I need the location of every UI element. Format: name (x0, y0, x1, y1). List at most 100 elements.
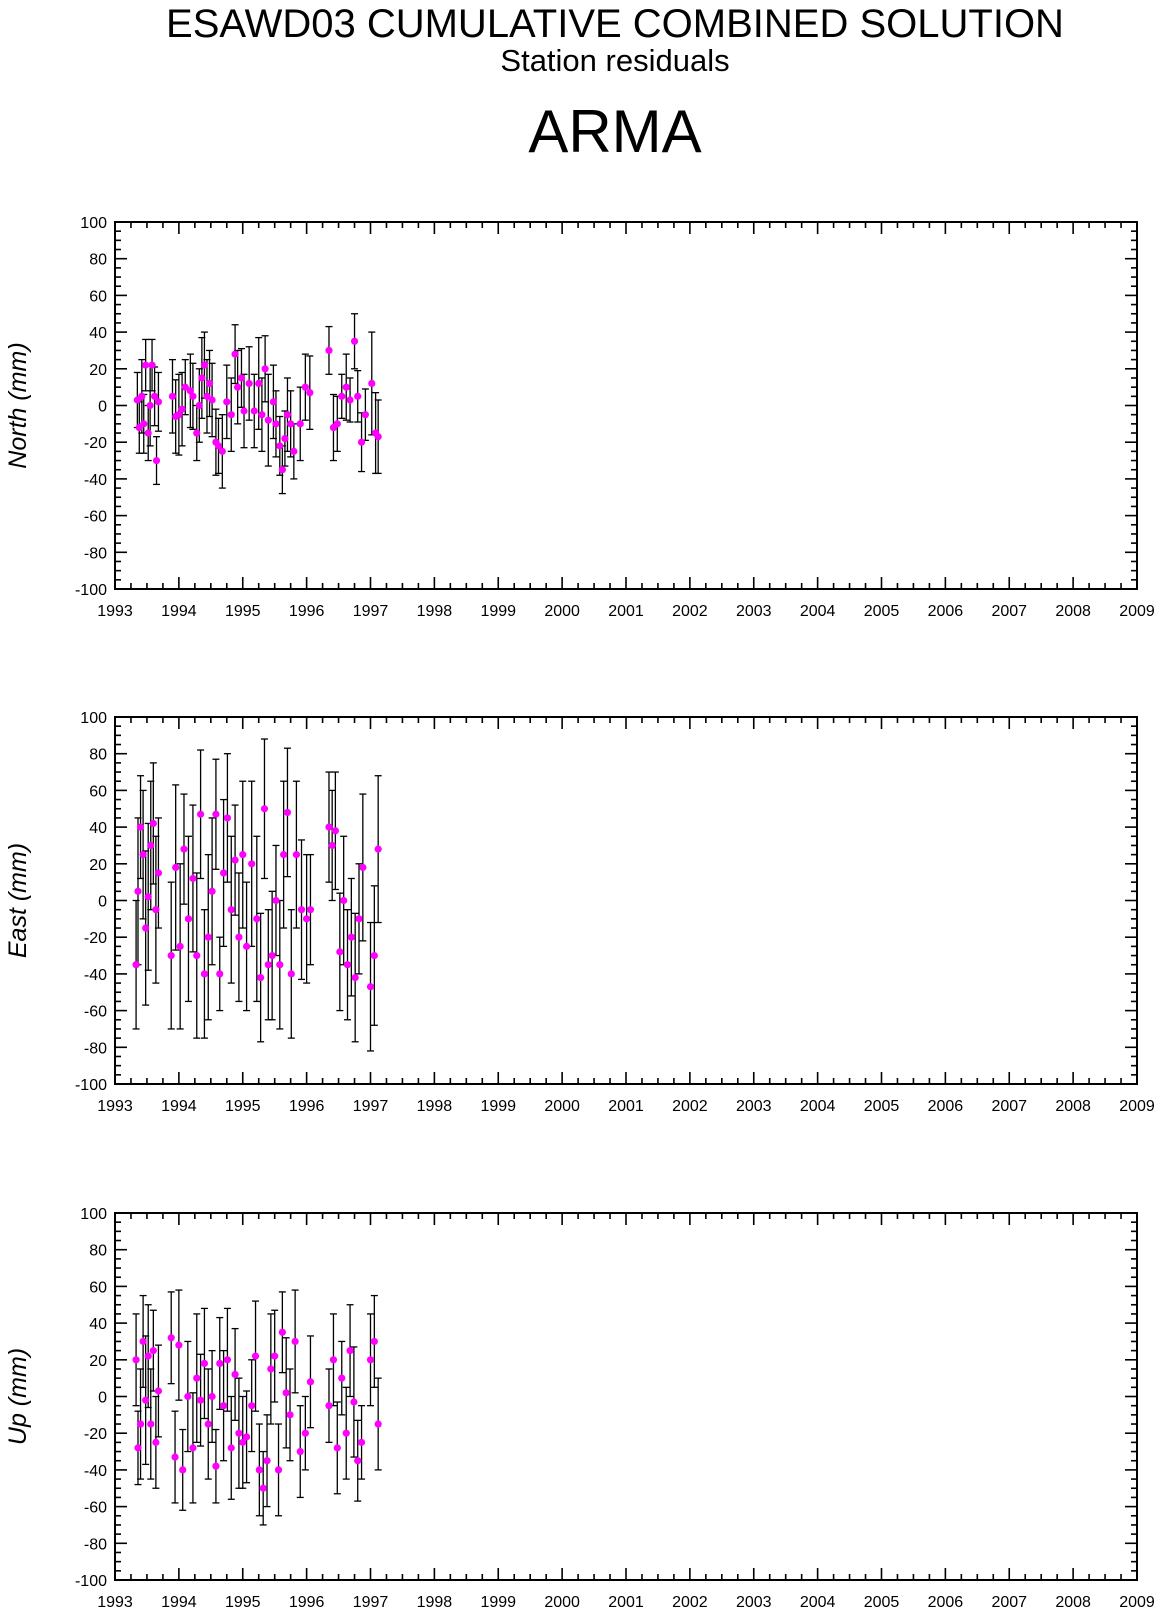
x-tick-label: 2002 (672, 1594, 708, 1611)
x-tick-label: 2005 (864, 1098, 900, 1115)
y-tick-label: 40 (89, 1316, 107, 1333)
data-point (132, 961, 140, 969)
y-tick-label: 60 (89, 783, 107, 800)
y-tick-label: 60 (89, 1279, 107, 1296)
y-tick-label: 40 (89, 820, 107, 837)
y-axis-label: North (mm) (4, 342, 32, 468)
data-point (184, 915, 193, 923)
data-point (227, 1444, 235, 1452)
x-tick-label: 1996 (289, 603, 325, 620)
y-tick-label: -60 (84, 1500, 107, 1517)
data-point (255, 379, 263, 388)
x-tick-label: 2006 (928, 1594, 964, 1611)
data-point (370, 951, 378, 960)
station-name: ARMA (528, 98, 702, 165)
y-tick-label: 0 (98, 399, 107, 416)
data-point (196, 810, 205, 818)
x-tick-label: 2005 (864, 1594, 900, 1611)
data-point (152, 906, 160, 914)
data-point (340, 896, 348, 905)
data-point (333, 420, 341, 428)
data-point (200, 361, 209, 369)
data-point (276, 442, 284, 450)
data-point (223, 398, 231, 406)
data-point (357, 1438, 366, 1446)
data-point (260, 805, 269, 813)
data-point (144, 429, 152, 437)
data-point (268, 951, 276, 960)
x-tick-label: 2009 (1119, 1098, 1155, 1115)
data-point (301, 383, 309, 391)
data-point (237, 374, 246, 382)
y-tick-label: 20 (89, 857, 107, 874)
data-point (134, 887, 142, 895)
data-point (134, 1444, 142, 1452)
data-point (136, 823, 145, 831)
x-tick-label: 1998 (417, 1098, 453, 1115)
y-tick-label: 80 (89, 1243, 107, 1260)
data-point (338, 1374, 346, 1382)
x-tick-label: 2008 (1055, 1098, 1091, 1115)
y-tick-label: -80 (84, 1040, 107, 1057)
data-point (148, 361, 156, 369)
y-tick-label: 100 (80, 710, 107, 727)
data-point (342, 1429, 350, 1437)
x-tick-label: 1996 (289, 1594, 325, 1611)
data-point (239, 851, 247, 859)
x-tick-label: 2001 (608, 1594, 644, 1611)
data-point (234, 383, 242, 391)
x-tick-label: 1996 (289, 1098, 325, 1115)
data-point (374, 1420, 382, 1428)
data-point (152, 456, 161, 465)
data-point (281, 434, 289, 443)
data-point (146, 401, 154, 410)
data-point (149, 1347, 157, 1355)
data-point (219, 869, 228, 877)
data-point (178, 405, 186, 413)
data-point (351, 973, 359, 982)
data-point (242, 1433, 251, 1441)
x-tick-label: 2001 (608, 1098, 644, 1115)
data-point (204, 933, 212, 941)
x-tick-label: 2008 (1055, 603, 1091, 620)
data-point (357, 438, 366, 446)
data-point (359, 863, 367, 872)
x-tick-label: 2004 (800, 1594, 836, 1611)
data-point (248, 860, 256, 868)
data-point (142, 1396, 150, 1404)
data-point (347, 933, 355, 941)
y-tick-label: 80 (89, 252, 107, 269)
y-tick-label: -20 (84, 930, 107, 947)
data-point (212, 810, 220, 818)
data-point (272, 896, 280, 905)
data-point (306, 906, 315, 914)
data-point (264, 416, 272, 424)
y-tick-label: 20 (89, 362, 107, 379)
data-point (214, 442, 223, 450)
data-point (343, 961, 352, 969)
data-point (267, 1365, 275, 1373)
data-point (374, 433, 382, 441)
y-tick-label: -80 (84, 545, 107, 562)
data-point (186, 387, 194, 395)
x-tick-label: 1999 (480, 603, 516, 620)
data-point (193, 429, 201, 437)
data-point (361, 411, 369, 419)
data-point (264, 961, 272, 969)
x-tick-label: 1998 (417, 603, 453, 620)
data-point (278, 1328, 286, 1336)
x-tick-label: 2000 (544, 1594, 580, 1611)
data-point (291, 1337, 299, 1346)
data-point (147, 1420, 155, 1428)
data-point (272, 420, 280, 428)
x-tick-label: 1994 (161, 1594, 197, 1611)
data-point (296, 420, 304, 428)
data-point (366, 1356, 375, 1364)
data-point (212, 1462, 220, 1470)
data-point (154, 869, 163, 877)
y-tick-label: 60 (89, 288, 107, 305)
data-point (287, 970, 295, 978)
y-tick-label: 0 (98, 894, 107, 911)
data-point (231, 350, 239, 358)
